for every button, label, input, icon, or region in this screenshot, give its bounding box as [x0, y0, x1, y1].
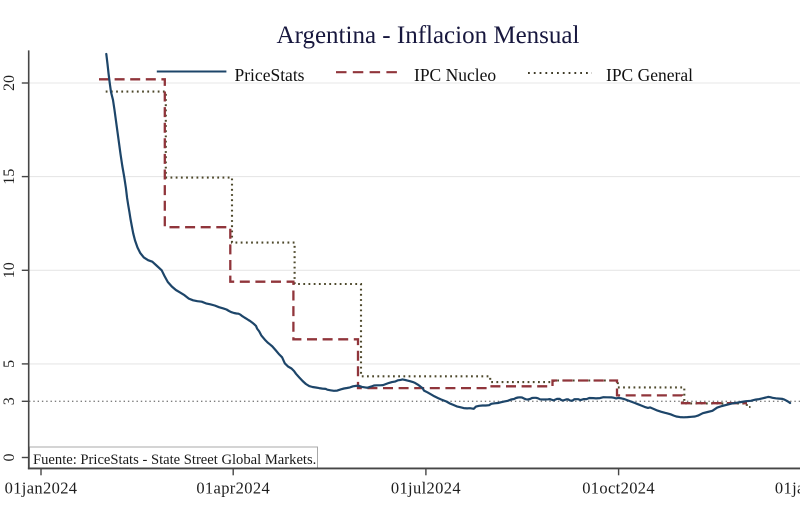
svg-text:PriceStats: PriceStats — [235, 65, 305, 85]
svg-text:01jul2024: 01jul2024 — [391, 479, 461, 498]
svg-text:3: 3 — [1, 397, 18, 405]
svg-text:01jan2024: 01jan2024 — [5, 479, 78, 498]
svg-text:01jan2025: 01jan2025 — [775, 479, 800, 498]
svg-text:5: 5 — [1, 360, 18, 368]
svg-text:Fuente: PriceStats - State Str: Fuente: PriceStats - State Street Global… — [33, 452, 316, 468]
svg-text:01oct2024: 01oct2024 — [582, 479, 655, 498]
svg-text:Argentina - Inflacion Mensual: Argentina - Inflacion Mensual — [277, 22, 580, 49]
svg-text:IPC General: IPC General — [606, 65, 693, 85]
svg-text:0: 0 — [1, 454, 18, 462]
svg-text:20: 20 — [1, 75, 18, 91]
svg-text:01apr2024: 01apr2024 — [196, 479, 270, 498]
svg-text:IPC Nucleo: IPC Nucleo — [414, 65, 496, 85]
svg-text:10: 10 — [1, 262, 18, 278]
svg-text:15: 15 — [1, 169, 18, 185]
